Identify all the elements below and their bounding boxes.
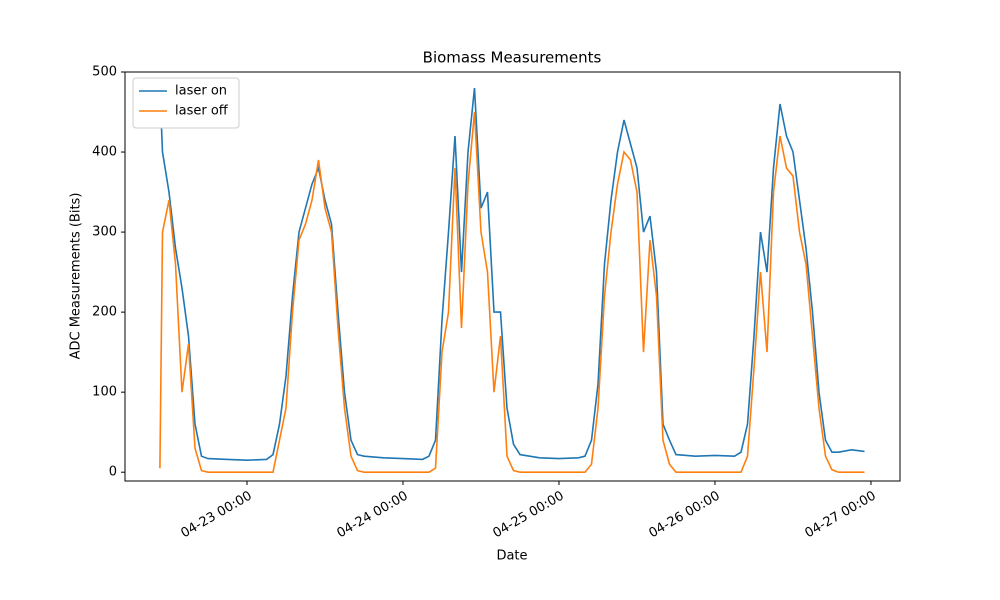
y-tick-label: 400 [92, 145, 117, 160]
series-line [159, 87, 865, 462]
y-axis-label: ADC Measurements (Bits) [69, 193, 84, 360]
y-tick-label: 100 [92, 385, 117, 400]
legend-label: laser on [175, 84, 227, 99]
y-tick-label: 200 [92, 305, 117, 320]
legend-label: laser off [175, 104, 229, 119]
legend: laser on laser off [132, 77, 240, 129]
x-tick-label: 04-25 00:00 [490, 489, 566, 542]
chart-title: Biomass Measurements [423, 49, 602, 67]
y-tick-label: 0 [109, 465, 117, 480]
x-axis-label: Date [496, 549, 527, 564]
y-tick-label: 500 [92, 65, 117, 80]
plot-frame [124, 71, 901, 482]
x-tick-label: 04-24 00:00 [334, 489, 410, 542]
y-tick-label: 300 [92, 225, 117, 240]
x-tick-label: 04-26 00:00 [646, 489, 722, 542]
x-tick-label: 04-27 00:00 [802, 489, 878, 542]
x-tick-label: 04-23 00:00 [178, 489, 254, 542]
series-line [159, 111, 865, 474]
